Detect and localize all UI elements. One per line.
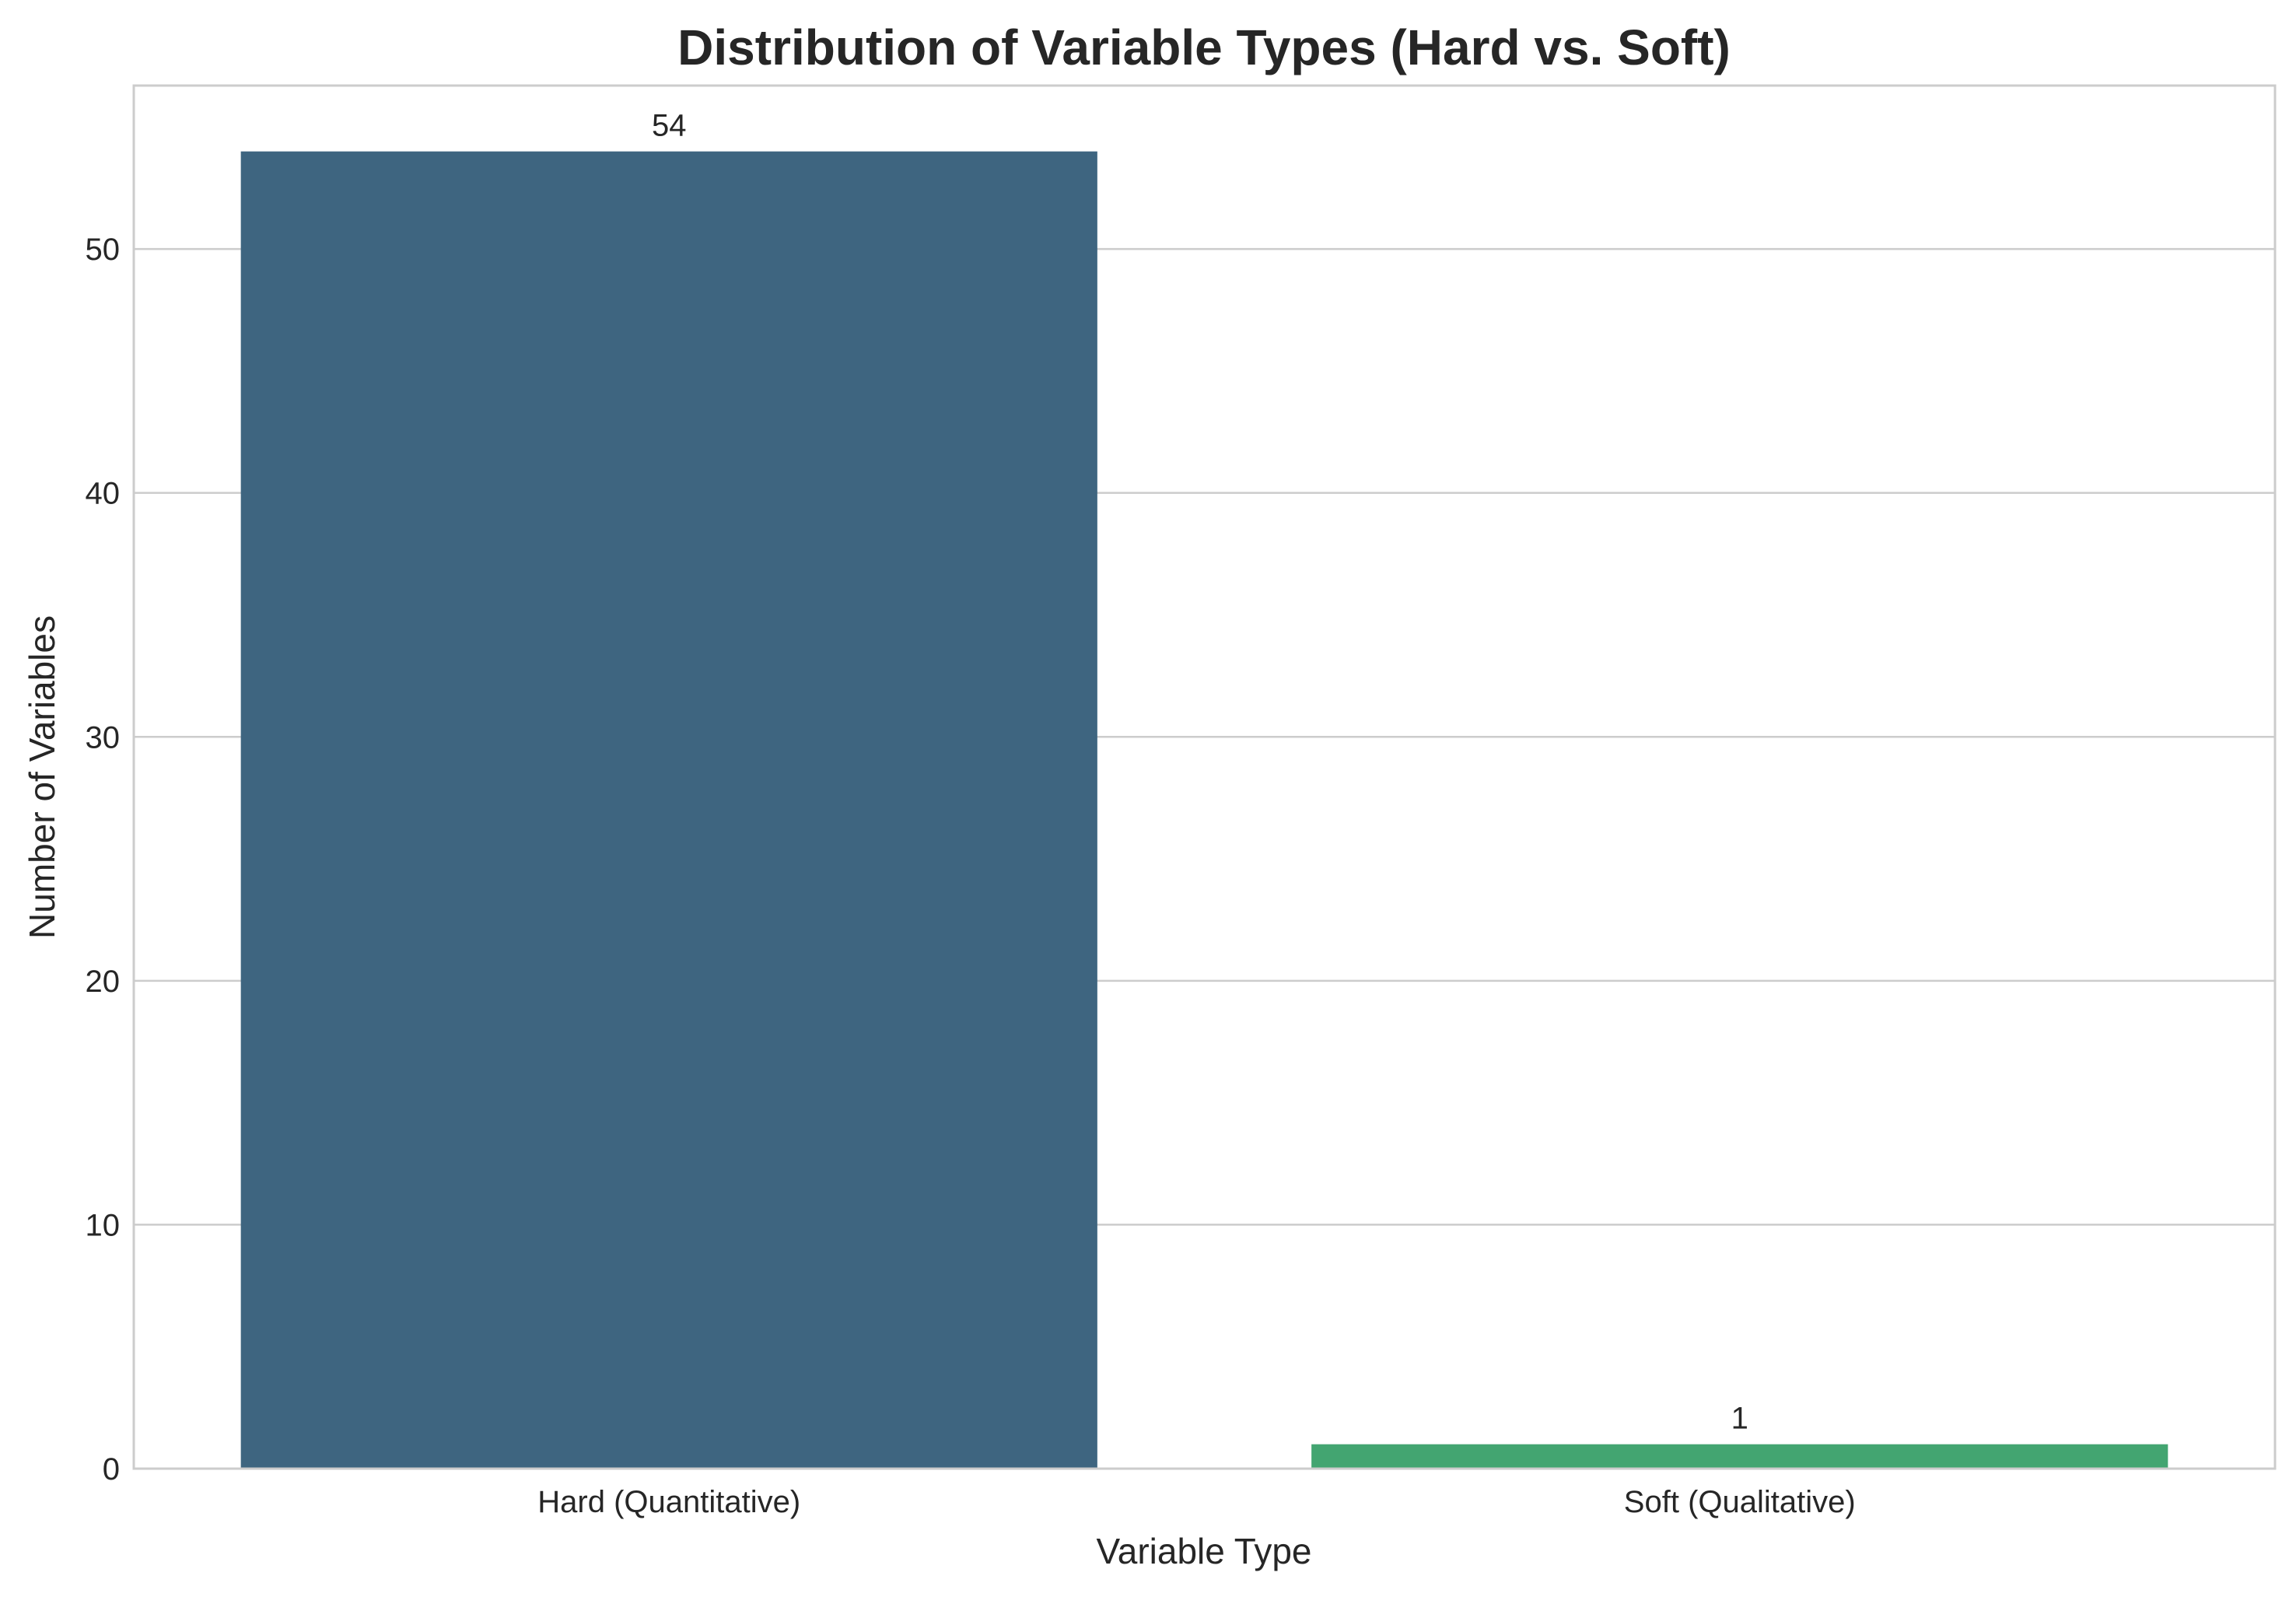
y-tick-label: 40 xyxy=(86,477,121,511)
x-axis-ticks: Hard (Quantitative) Soft (Qualitative) xyxy=(537,1485,1855,1519)
y-axis-label: Number of Variables xyxy=(22,615,62,939)
y-tick-label: 30 xyxy=(86,720,121,755)
bar-value-label: 1 xyxy=(1731,1402,1748,1436)
y-tick-label: 10 xyxy=(86,1208,121,1242)
y-tick-label: 50 xyxy=(86,233,121,267)
y-tick-label: 0 xyxy=(103,1452,120,1487)
x-axis-label: Variable Type xyxy=(1096,1531,1311,1571)
plot-frame xyxy=(132,84,2277,1470)
bar-0 xyxy=(240,151,1097,1469)
y-axis-ticks: 0 10 20 30 40 50 xyxy=(86,233,121,1487)
x-tick-label: Soft (Qualitative) xyxy=(1624,1485,1856,1519)
y-tick-label: 20 xyxy=(86,965,121,999)
bar-value-label: 54 xyxy=(652,109,687,143)
data-labels: 54 1 xyxy=(652,109,1748,1436)
bars xyxy=(240,151,2168,1469)
x-tick-label: Hard (Quantitative) xyxy=(537,1485,800,1519)
bar-1 xyxy=(1311,1444,2168,1469)
chart-title: Distribution of Variable Types (Hard vs.… xyxy=(677,19,1731,75)
